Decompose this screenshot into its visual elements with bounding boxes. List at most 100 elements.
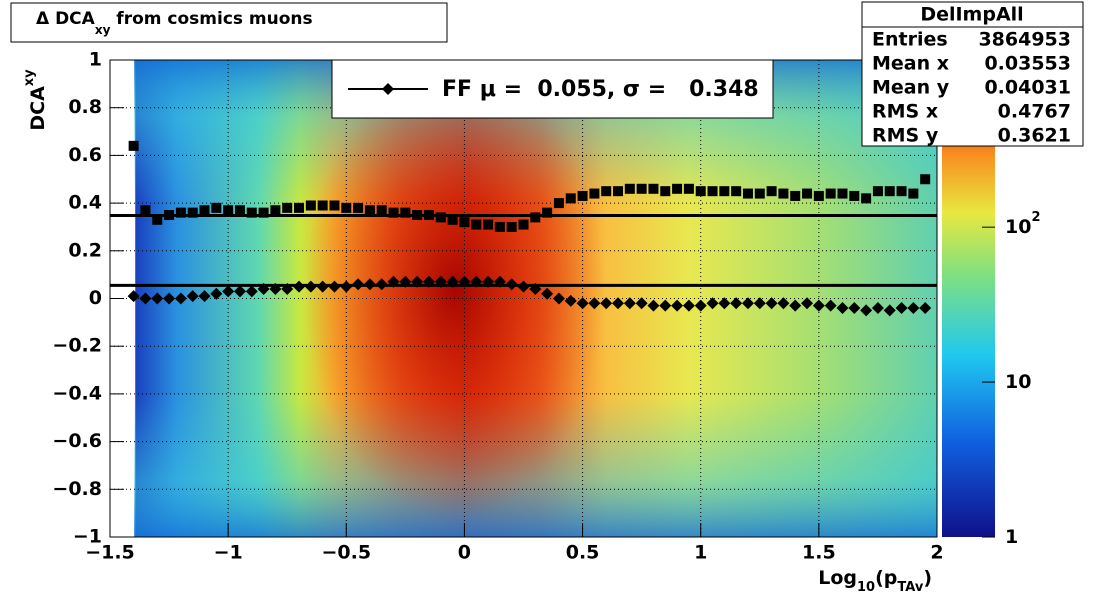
- mean-marker: [151, 292, 164, 305]
- mean-marker: [883, 304, 896, 317]
- stats-key: Mean y: [872, 77, 950, 99]
- sigma-marker: [494, 221, 505, 232]
- sigma-marker: [707, 186, 718, 197]
- y-tick-label: 0.2: [68, 239, 102, 261]
- x-tick-label: −0.5: [321, 542, 371, 564]
- sigma-marker: [234, 205, 245, 216]
- x-tick-label: 1: [694, 542, 707, 564]
- mean-marker: [198, 290, 211, 303]
- sigma-marker: [601, 186, 612, 197]
- x-tick-label: −1.5: [85, 542, 135, 564]
- sigma-marker: [199, 205, 210, 216]
- heatmap: [110, 60, 937, 537]
- sigma-marker: [884, 186, 895, 197]
- mean-marker: [422, 275, 435, 288]
- mean-marker: [801, 297, 814, 310]
- mean-marker: [505, 278, 518, 291]
- sigma-marker: [672, 183, 683, 194]
- sigma-marker: [140, 205, 151, 216]
- sigma-marker: [329, 200, 340, 211]
- stats-box: [861, 1, 1084, 147]
- mean-marker: [812, 299, 825, 312]
- legend-marker: [382, 83, 394, 95]
- sigma-marker: [624, 183, 635, 194]
- mean-marker: [434, 275, 447, 288]
- sigma-marker: [577, 190, 588, 201]
- y-axis-label: DCAxy: [22, 69, 49, 131]
- mean-marker: [293, 280, 306, 293]
- stats-title: DelImpAll: [920, 4, 1023, 26]
- sigma-marker: [530, 212, 541, 223]
- mean-marker: [127, 290, 140, 303]
- mean-marker: [647, 299, 660, 312]
- mean-marker: [245, 285, 258, 298]
- sigma-marker: [754, 188, 765, 199]
- mean-marker: [458, 275, 471, 288]
- y-tick-label: −1: [73, 526, 102, 548]
- sigma-marker: [187, 207, 198, 218]
- mean-marker: [718, 297, 731, 310]
- z-tick-label: 1: [1005, 526, 1018, 548]
- mean-marker: [907, 302, 920, 315]
- sigma-marker: [837, 188, 848, 199]
- mean-marker: [871, 302, 884, 315]
- mean-marker: [777, 297, 790, 310]
- y-tick-label: 0.6: [68, 144, 102, 166]
- mean-marker: [163, 292, 176, 305]
- mean-marker: [529, 282, 542, 295]
- mean-marker: [895, 302, 908, 315]
- mean-marker: [352, 278, 365, 291]
- sigma-marker: [719, 186, 730, 197]
- sigma-marker: [483, 219, 494, 230]
- y-tick-label: 1: [89, 49, 102, 71]
- x-tick-label: −1: [214, 542, 243, 564]
- sigma-marker: [802, 188, 813, 199]
- mean-marker: [541, 287, 554, 300]
- sigma-marker: [908, 188, 919, 199]
- stats-value: 0.03553: [984, 53, 1071, 75]
- mean-marker: [552, 292, 565, 305]
- mean-marker: [340, 280, 353, 293]
- sigma-marker: [896, 186, 907, 197]
- mean-marker: [493, 275, 506, 288]
- x-tick-label: 1.5: [802, 542, 836, 564]
- sigma-marker: [353, 202, 364, 213]
- mean-marker: [623, 297, 636, 310]
- sigma-marker: [388, 207, 399, 218]
- mean-marker: [694, 299, 707, 312]
- sigma-marker: [778, 188, 789, 199]
- mean-marker: [233, 285, 246, 298]
- sigma-marker: [683, 183, 694, 194]
- mean-marker: [765, 297, 778, 310]
- mean-marker: [848, 302, 861, 315]
- title-box: [10, 2, 448, 43]
- sigma-marker: [175, 207, 186, 218]
- mean-marker: [281, 282, 294, 295]
- sigma-marker: [152, 214, 163, 225]
- sigma-marker: [317, 200, 328, 211]
- chart-title: Δ DCAxy from cosmics muons: [36, 9, 313, 37]
- stats-key: RMS x: [872, 101, 938, 123]
- sigma-marker: [423, 210, 434, 221]
- z-tick-text: 1: [1005, 526, 1018, 548]
- y-tick-label: −0.6: [52, 430, 102, 452]
- sigma-marker: [471, 219, 482, 230]
- sigma-marker: [412, 210, 423, 221]
- stats-key: Mean x: [872, 53, 949, 75]
- sigma-marker: [553, 198, 564, 209]
- sigma-marker: [294, 202, 305, 213]
- sigma-marker: [861, 193, 872, 204]
- mean-marker: [411, 275, 424, 288]
- sigma-marker: [223, 205, 234, 216]
- mean-marker: [682, 299, 695, 312]
- mean-marker: [576, 297, 589, 310]
- y-tick-label: 0.8: [68, 96, 102, 118]
- mean-marker: [753, 297, 766, 310]
- sigma-marker: [341, 202, 352, 213]
- mean-marker: [706, 297, 719, 310]
- stats-value: 0.3621: [998, 125, 1071, 147]
- sigma-marker: [636, 183, 647, 194]
- sigma-marker: [565, 193, 576, 204]
- sigma-marker: [270, 205, 281, 216]
